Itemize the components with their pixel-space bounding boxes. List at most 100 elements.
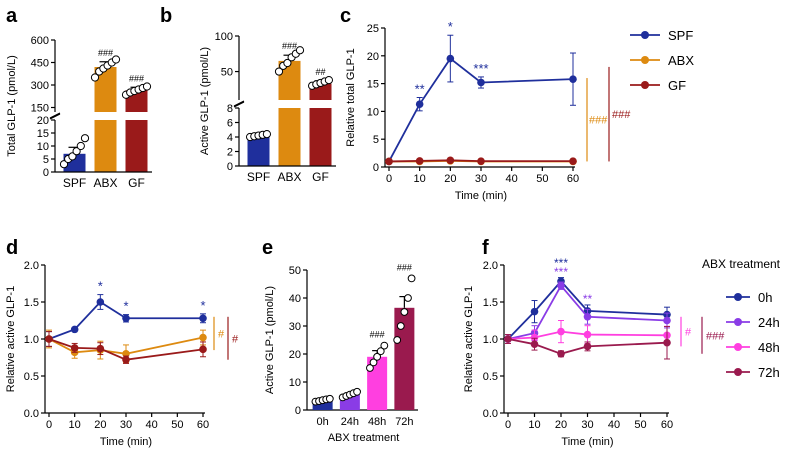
legend-title: ABX treatment xyxy=(702,257,781,271)
data-point-0h xyxy=(530,307,539,316)
x-tick-label: 50 xyxy=(536,173,548,185)
significance-star-24h: *** xyxy=(554,265,568,279)
legend-marker-72h xyxy=(734,368,742,376)
significance-star-24h: ** xyxy=(583,292,593,306)
legend-marker-SPF xyxy=(641,31,649,39)
data-point-SPF xyxy=(262,130,271,139)
x-tick-label: 20 xyxy=(555,419,567,431)
data-point-48h xyxy=(376,347,385,356)
y-tick-label: 0 xyxy=(295,405,301,417)
x-tick-label: 10 xyxy=(69,419,81,431)
x-tick-label: 60 xyxy=(197,419,209,431)
bar-0h xyxy=(312,400,333,410)
x-tick-label-48h: 48h xyxy=(368,416,386,428)
y-tick-label: 0 xyxy=(373,162,379,174)
panel-label-d: d xyxy=(6,237,18,259)
data-point-SPF xyxy=(199,314,207,323)
y-tick-label: 1.5 xyxy=(24,297,39,309)
data-point-ABX xyxy=(274,67,284,76)
x-tick-label: 30 xyxy=(475,173,487,185)
y-tick-label: 20 xyxy=(367,51,379,63)
bar-ABX-lower xyxy=(278,108,301,166)
y-tick-label: 10 xyxy=(289,377,301,389)
y-axis-label: Relative active GLP-1 xyxy=(463,286,475,392)
x-tick-label: 20 xyxy=(444,173,456,185)
x-tick-label: 50 xyxy=(171,419,183,431)
legend-marker-24h xyxy=(734,318,742,326)
legend-marker-48h xyxy=(734,343,742,351)
x-tick-label: 10 xyxy=(528,419,540,431)
panel-label-c: c xyxy=(340,5,351,27)
y-tick-label: 0.5 xyxy=(483,371,498,383)
significance-star: *** xyxy=(473,61,488,76)
x-tick-label: 10 xyxy=(414,173,426,185)
data-point-GF xyxy=(477,157,485,165)
y-tick-label: 20 xyxy=(37,115,49,127)
data-point-GF xyxy=(385,157,393,166)
legend-marker-0h xyxy=(734,293,742,301)
legend-marker-GF xyxy=(641,81,649,89)
x-tick-label-SPF: SPF xyxy=(247,170,270,184)
y-tick-label: 6 xyxy=(227,118,233,130)
bar-GF-lower xyxy=(309,108,332,166)
data-point-24h xyxy=(353,387,361,396)
data-point-SPF xyxy=(446,54,455,63)
data-point-ABX xyxy=(283,58,292,68)
data-point-48h xyxy=(530,333,539,342)
data-point-24h xyxy=(583,313,592,321)
significance-star-0h: *** xyxy=(554,256,568,270)
x-tick-label-SPF: SPF xyxy=(63,176,86,190)
y-tick-label: 2.0 xyxy=(24,260,39,272)
bracket-label-abx: # xyxy=(218,328,225,340)
significance-star: * xyxy=(200,298,205,313)
bar-72h xyxy=(394,307,415,410)
y-tick-label: 2.0 xyxy=(483,260,498,272)
x-tick-label: 40 xyxy=(506,173,518,185)
x-tick-label: 40 xyxy=(608,419,620,431)
legend-label-0h: 0h xyxy=(758,290,772,305)
axis-break-mark xyxy=(49,112,61,120)
y-tick-label: 5 xyxy=(43,154,49,166)
x-axis-label: Time (min) xyxy=(100,436,152,448)
x-tick-label: 20 xyxy=(94,419,106,431)
bracket-label-gf: ### xyxy=(612,109,631,121)
data-point-SPF xyxy=(68,152,77,161)
y-tick-label: 1.5 xyxy=(483,297,498,309)
y-tick-label: 600 xyxy=(31,35,49,47)
bar-SPF xyxy=(247,135,270,166)
data-point-72h xyxy=(663,338,671,347)
data-point-SPF xyxy=(477,78,485,87)
y-tick-label: 50 xyxy=(221,67,233,79)
data-point-ABX xyxy=(295,46,305,55)
significance-star: * xyxy=(98,279,103,294)
y-tick-label: 150 xyxy=(31,103,49,115)
legend-marker-ABX xyxy=(641,56,649,64)
significance-48h: ### xyxy=(370,330,385,340)
y-axis-label: Active GLP-1 (pmol/L) xyxy=(199,47,211,155)
data-point-GF xyxy=(324,75,333,85)
y-tick-label: 5 xyxy=(373,134,379,146)
data-point-72h xyxy=(393,336,402,344)
x-tick-label: 30 xyxy=(581,419,593,431)
y-tick-label: 0.5 xyxy=(24,371,39,383)
significance-ABX: ### xyxy=(98,48,113,58)
bar-ABX-lower xyxy=(94,120,117,172)
significance-GF: ### xyxy=(129,73,144,83)
data-point-SPF xyxy=(415,100,424,108)
legend-label-SPF: SPF xyxy=(668,28,693,43)
data-point-72h xyxy=(583,342,592,351)
x-axis-label: Time (min) xyxy=(561,436,613,448)
data-point-SPF xyxy=(59,160,69,169)
y-tick-label: 0 xyxy=(43,167,49,179)
data-point-ABX xyxy=(111,55,121,64)
data-point-48h xyxy=(557,327,565,336)
data-point-72h xyxy=(530,340,539,348)
data-point-72h xyxy=(396,322,405,330)
data-point-GF xyxy=(199,345,207,354)
legend-label-ABX: ABX xyxy=(668,53,694,68)
panel-label-a: a xyxy=(6,5,18,27)
data-point-GF xyxy=(446,156,455,165)
y-axis-label: Total GLP-1 (pmol/L) xyxy=(6,55,18,156)
data-point-GF xyxy=(45,335,53,343)
panel-label-b: b xyxy=(160,5,172,27)
